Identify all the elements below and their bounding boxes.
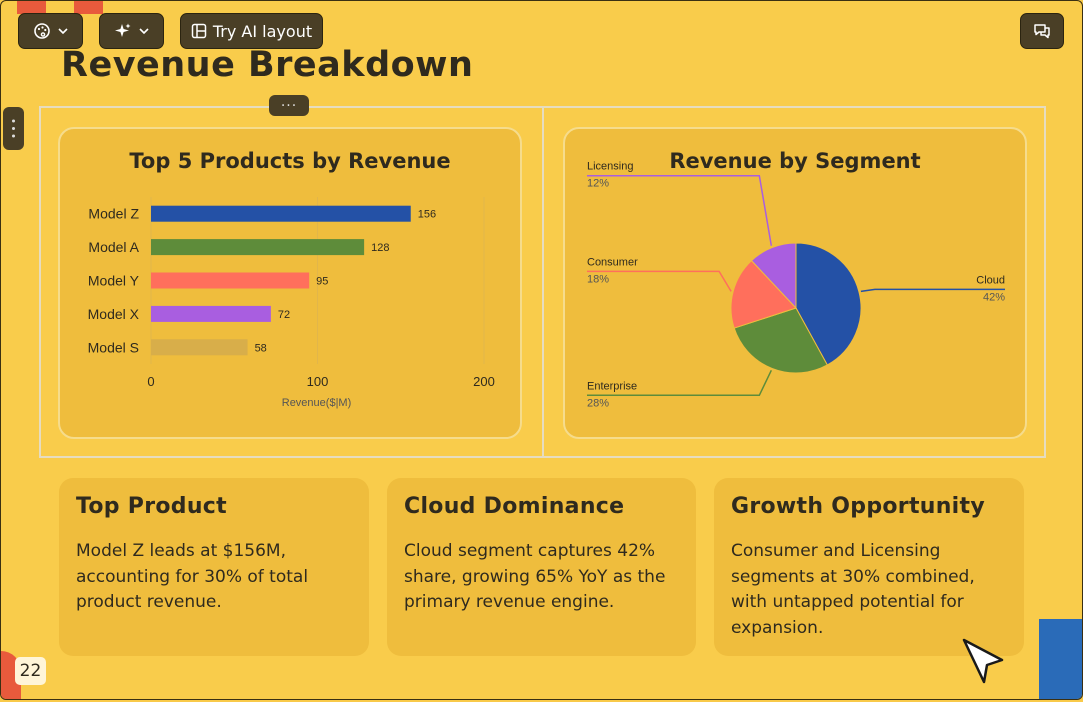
selection-divider xyxy=(542,106,544,458)
bar-chart-title: Top 5 Products by Revenue xyxy=(129,149,451,173)
bar-value-label: 156 xyxy=(418,209,436,221)
bar-model-s xyxy=(151,339,248,356)
try-ai-layout-button[interactable]: Try AI layout xyxy=(180,13,323,49)
pie-chart: Cloud 42% Enterprise 28% Consumer 18% Licensin… xyxy=(587,161,1005,409)
x-tick-label: 0 xyxy=(147,374,154,389)
pie-slice-percent: 18% xyxy=(587,273,609,285)
bar-value-label: 128 xyxy=(371,242,389,254)
x-tick-label: 200 xyxy=(473,374,495,389)
comments-button[interactable] xyxy=(1020,13,1064,49)
insight-body: Cloud segment captures 42% share, growin… xyxy=(404,541,666,612)
pie-slice-licensing xyxy=(750,242,797,310)
x-tick-label: 100 xyxy=(307,374,329,389)
insight-title: Growth Opportunity xyxy=(731,494,985,519)
bar-chart-card[interactable]: Top 5 Products by Revenue 0 100 200 Model Z… xyxy=(58,127,522,439)
page-number: 22 xyxy=(15,657,46,685)
bar-chart: 0 100 200 Model Z 156 Model A 128 Model Y 95 Mode… xyxy=(88,197,495,409)
palette-icon xyxy=(33,23,50,39)
insight-body: Model Z leads at $156M, accounting for 3… xyxy=(76,541,309,612)
y-category-label: Model Y xyxy=(88,273,140,289)
pie-leader-line xyxy=(587,369,773,397)
bar-model-y xyxy=(151,272,310,289)
chevron-down-icon xyxy=(57,28,68,35)
y-category-label: Model A xyxy=(88,239,139,255)
pie-chart-title: Revenue by Segment xyxy=(669,149,921,173)
try-ai-layout-label: Try AI layout xyxy=(212,21,313,41)
drag-handle-horizontal[interactable]: ··· xyxy=(269,95,309,116)
insight-card-growth-opportunity[interactable]: Growth Opportunity Consumer and Licensin… xyxy=(714,478,1024,656)
insight-title: Top Product xyxy=(76,494,227,519)
pie-leader-line xyxy=(587,174,773,246)
y-category-label: Model Z xyxy=(88,206,139,222)
insight-body: Consumer and Licensing segments at 30% c… xyxy=(731,541,975,638)
bar-model-z xyxy=(151,205,411,222)
insight-card-top-product[interactable]: Top Product Model Z leads at $156M, acco… xyxy=(59,478,369,656)
theme-dropdown-button[interactable] xyxy=(18,13,83,49)
slide-title[interactable]: Revenue Breakdown xyxy=(61,45,474,85)
pie-slice-consumer xyxy=(730,259,797,329)
bar-value-label: 58 xyxy=(255,342,267,354)
pie-slice-cloud xyxy=(795,242,862,366)
bar-value-label: 95 xyxy=(316,276,328,288)
ai-dropdown-button[interactable] xyxy=(99,13,164,49)
pie-slice-label: Cloud xyxy=(976,274,1005,286)
drag-dots-icon xyxy=(12,119,15,138)
layout-icon xyxy=(191,23,207,39)
pie-slice-label: Consumer xyxy=(587,256,638,268)
pie-leader-line xyxy=(860,288,1005,293)
drag-handle-vertical[interactable] xyxy=(3,107,24,150)
mouse-cursor-icon xyxy=(962,638,1004,684)
y-category-label: Model S xyxy=(88,339,139,355)
bar-model-a xyxy=(151,239,365,256)
pie-slice-percent: 12% xyxy=(587,178,609,190)
insight-title: Cloud Dominance xyxy=(404,494,625,519)
pie-leader-line xyxy=(587,270,732,292)
decorative-blue-shape xyxy=(1039,619,1082,699)
chevron-down-icon xyxy=(138,28,149,35)
bar-value-label: 72 xyxy=(278,309,290,321)
insight-card-cloud-dominance[interactable]: Cloud Dominance Cloud segment captures 4… xyxy=(387,478,696,656)
pie-slice-percent: 42% xyxy=(983,291,1005,303)
sparkle-icon xyxy=(114,23,130,37)
pie-slice-percent: 28% xyxy=(587,397,609,409)
bar-model-x xyxy=(151,305,271,322)
pie-slice-label: Enterprise xyxy=(587,380,637,392)
pie-chart-card[interactable]: Revenue by Segment Cloud 42% Enterprise 28%… xyxy=(563,127,1027,439)
pie-slice-label: Licensing xyxy=(587,161,633,173)
pie-slice-enterprise xyxy=(733,307,828,374)
y-category-label: Model X xyxy=(88,306,140,322)
comments-icon xyxy=(1034,24,1050,39)
decorative-gap xyxy=(46,1,74,14)
x-axis-label: Revenue($|M) xyxy=(282,397,352,409)
